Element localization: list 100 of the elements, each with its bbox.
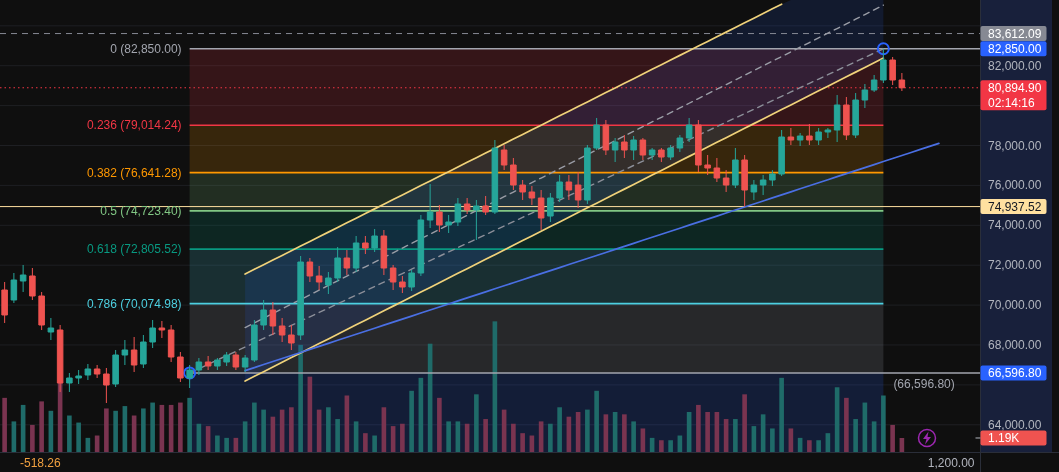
candlestick bbox=[685, 117, 693, 143]
bar bbox=[400, 423, 405, 452]
bar bbox=[742, 394, 747, 452]
candlestick bbox=[787, 127, 795, 146]
candlestick bbox=[889, 56, 896, 86]
bar bbox=[520, 433, 525, 452]
y-tick-label: 72,000.00 bbox=[988, 258, 1042, 273]
bar bbox=[224, 437, 229, 452]
candlestick bbox=[380, 229, 388, 276]
bar bbox=[733, 419, 738, 452]
candlestick bbox=[722, 169, 730, 193]
candlestick bbox=[732, 147, 739, 189]
candlestick bbox=[704, 154, 711, 176]
bar bbox=[474, 394, 479, 452]
candlestick bbox=[648, 147, 656, 161]
candlestick bbox=[269, 301, 277, 336]
bar bbox=[187, 397, 192, 452]
bar bbox=[437, 397, 442, 452]
candlestick bbox=[29, 267, 36, 301]
bar bbox=[511, 423, 516, 452]
candlestick bbox=[204, 355, 212, 371]
bar bbox=[779, 377, 784, 452]
candlestick bbox=[408, 269, 415, 292]
candlestick bbox=[713, 157, 721, 183]
candlestick bbox=[454, 197, 462, 227]
bar bbox=[622, 414, 627, 452]
candlestick bbox=[667, 144, 674, 161]
candlestick bbox=[19, 264, 27, 293]
candlestick bbox=[611, 137, 619, 163]
candlestick bbox=[602, 119, 610, 156]
candlestick bbox=[278, 317, 286, 343]
candlestick bbox=[343, 249, 351, 276]
y-tick-label: 78,000.00 bbox=[988, 138, 1042, 153]
candlestick bbox=[167, 324, 175, 363]
candlestick bbox=[149, 319, 156, 349]
bar bbox=[668, 440, 673, 452]
ref-line-label: 74,937.52 bbox=[988, 199, 1042, 214]
y-tick-label: 76,000.00 bbox=[988, 178, 1042, 193]
y-tick-label: 82,000.00 bbox=[988, 58, 1042, 73]
bar bbox=[2, 397, 7, 452]
candlestick bbox=[112, 349, 119, 388]
bar bbox=[372, 435, 377, 452]
bar bbox=[30, 424, 35, 452]
bar bbox=[335, 419, 340, 452]
candlestick bbox=[334, 246, 341, 283]
candlestick bbox=[1, 281, 8, 324]
candlestick bbox=[140, 334, 147, 369]
band-label: 0.618 (72,805.52) bbox=[86, 242, 182, 257]
ref-line-label: 82,850.00 bbox=[988, 41, 1042, 56]
y2-tick-label: 1.19K bbox=[988, 430, 1020, 445]
candlestick bbox=[223, 351, 230, 367]
y-tick-label: 68,000.00 bbox=[988, 337, 1042, 352]
bar bbox=[705, 411, 710, 452]
bar bbox=[104, 408, 109, 452]
candlestick bbox=[500, 144, 508, 171]
candlestick bbox=[75, 369, 82, 385]
candlestick bbox=[297, 255, 304, 341]
candlestick bbox=[103, 367, 110, 404]
candlestick bbox=[491, 139, 499, 215]
text: 1,200.00 bbox=[927, 456, 975, 470]
bar bbox=[215, 435, 220, 452]
candlestick bbox=[528, 185, 536, 206]
candlestick bbox=[843, 96, 850, 141]
candlestick bbox=[315, 265, 323, 291]
candlestick bbox=[537, 189, 545, 231]
candlestick bbox=[741, 154, 748, 208]
candlestick bbox=[750, 179, 758, 201]
bar bbox=[770, 428, 775, 452]
candlestick bbox=[806, 123, 813, 146]
candlestick bbox=[861, 83, 869, 109]
band-label: 0 (82,850.00) bbox=[110, 41, 182, 56]
candlestick bbox=[574, 171, 582, 209]
candlestick bbox=[417, 214, 425, 277]
candlestick bbox=[362, 235, 369, 255]
y-tick-label: 74,000.00 bbox=[988, 218, 1042, 233]
band-label: (66,596.80) bbox=[893, 376, 955, 391]
bar bbox=[483, 419, 488, 452]
candlestick bbox=[84, 363, 92, 381]
candlestick bbox=[121, 339, 129, 366]
line-series bbox=[244, 142, 940, 372]
candlestick bbox=[38, 291, 45, 331]
candlestick bbox=[426, 183, 434, 229]
bar bbox=[261, 409, 266, 452]
candlestick bbox=[510, 157, 517, 191]
candlestick bbox=[870, 74, 878, 93]
candlestick bbox=[547, 192, 554, 223]
bar bbox=[409, 390, 414, 452]
candlestick bbox=[778, 129, 785, 177]
candlestick bbox=[824, 127, 832, 139]
candlestick bbox=[241, 354, 249, 373]
bar bbox=[326, 407, 331, 452]
bar bbox=[853, 419, 858, 452]
bar bbox=[363, 433, 368, 452]
bar bbox=[446, 421, 451, 452]
candlestick bbox=[556, 174, 563, 203]
candlestick bbox=[195, 357, 203, 376]
bar bbox=[696, 404, 701, 452]
y-tick-label: 70,000.00 bbox=[988, 298, 1042, 313]
candlestick bbox=[769, 169, 776, 187]
bar bbox=[807, 440, 812, 452]
